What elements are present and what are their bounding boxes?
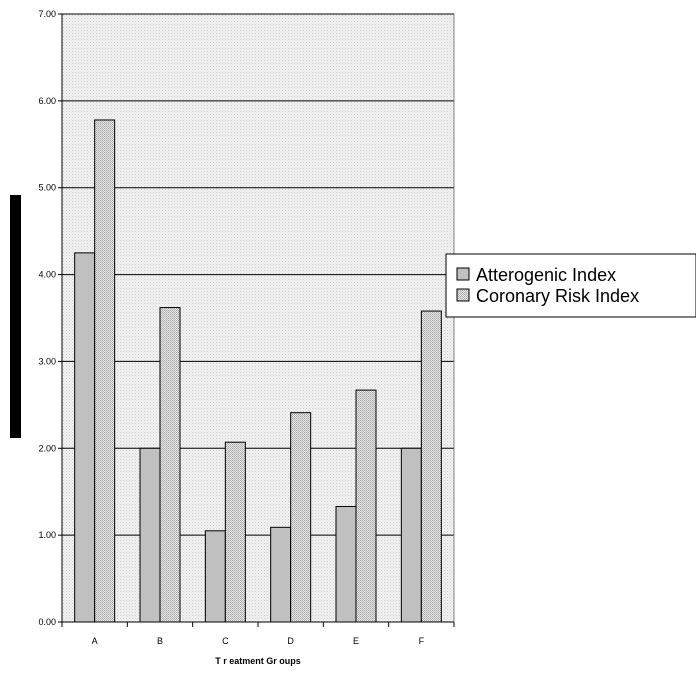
y-tick-label: 4.00 — [38, 270, 56, 280]
y-axis-ticks: 0.00 1.00 2.00 3.00 4.00 5.00 6.00 7.00 — [38, 9, 62, 627]
y-axis-title-bar — [10, 195, 21, 438]
bar-coronary-risk-index-e — [355, 389, 377, 623]
legend-label-atterogenic-index: Atterogenic Index — [476, 265, 616, 285]
y-tick-label: 2.00 — [38, 443, 56, 453]
plot-area — [62, 14, 454, 622]
legend-swatch-coronary-risk-index — [456, 288, 470, 302]
legend-swatch-atterogenic-index — [456, 267, 470, 281]
x-axis-ticks: A B C D E F — [61, 622, 455, 646]
x-axis-title: T r eatment Gr oups — [215, 656, 301, 666]
y-tick-label: 0.00 — [38, 617, 56, 627]
legend: Atterogenic Index Coronary Risk Index — [445, 253, 696, 318]
x-tick-label: F — [419, 636, 425, 646]
bar-atterogenic-index-e — [335, 505, 357, 623]
bar-atterogenic-index-c — [204, 530, 226, 623]
y-tick-label: 3.00 — [38, 356, 56, 366]
bar-coronary-risk-index-f — [420, 310, 442, 623]
bar-atterogenic-index-d — [270, 526, 292, 623]
bar-coronary-risk-index-b — [159, 307, 181, 623]
y-tick-label: 5.00 — [38, 183, 56, 193]
bar-atterogenic-index-b — [139, 447, 161, 623]
y-tick-label: 1.00 — [38, 530, 56, 540]
x-tick-label: A — [92, 636, 98, 646]
legend-label-coronary-risk-index: Coronary Risk Index — [476, 286, 639, 306]
bar-coronary-risk-index-a — [94, 119, 116, 623]
bar-coronary-risk-index-c — [224, 441, 246, 623]
y-tick-label: 6.00 — [38, 96, 56, 106]
x-tick-label: D — [287, 636, 294, 646]
bar-coronary-risk-index-d — [290, 412, 312, 623]
bar-atterogenic-index-f — [400, 447, 422, 623]
x-tick-label: C — [222, 636, 229, 646]
bar-atterogenic-index-a — [74, 252, 96, 623]
legend-box — [445, 253, 696, 318]
x-tick-label: E — [353, 636, 359, 646]
y-tick-label: 7.00 — [38, 9, 56, 19]
bars — [74, 119, 442, 623]
x-tick-label: B — [157, 636, 163, 646]
gridlines — [62, 13, 454, 536]
